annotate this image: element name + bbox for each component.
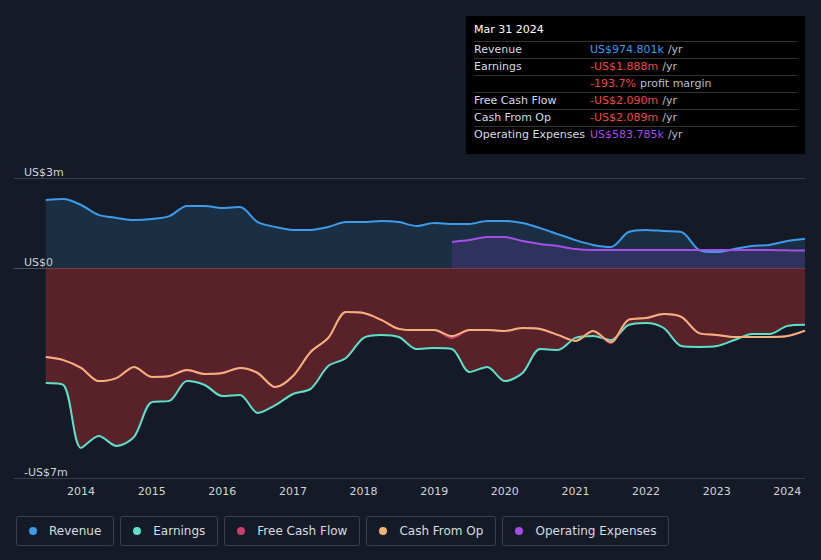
svg-text:2014: 2014 bbox=[67, 485, 95, 498]
html-text:US$583.785k /yr: US$583.785k /yr bbox=[590, 128, 683, 141]
html-text:-US$2.089m /yr: -US$2.089m /yr bbox=[590, 111, 677, 124]
svg-text:2022: 2022 bbox=[632, 485, 660, 498]
svg-text:US$3m: US$3m bbox=[24, 166, 64, 179]
html-text:Revenue: Revenue bbox=[49, 524, 102, 538]
svg-text:2018: 2018 bbox=[350, 485, 378, 498]
svg-text:2020: 2020 bbox=[491, 485, 519, 498]
html-text:Free Cash Flow: Free Cash Flow bbox=[257, 524, 348, 538]
html-text:Earnings: Earnings bbox=[474, 60, 522, 73]
html-text:Operating Expenses: Operating Expenses bbox=[535, 524, 657, 538]
svg-text:2023: 2023 bbox=[703, 485, 731, 498]
html-text:US$974.801k /yr: US$974.801k /yr bbox=[590, 43, 683, 56]
html-text:Free Cash Flow: Free Cash Flow bbox=[474, 94, 557, 107]
html-text:-193.7% profit margin: -193.7% profit margin bbox=[590, 77, 712, 90]
html-text:Cash From Op: Cash From Op bbox=[399, 524, 484, 538]
html-text:Earnings: Earnings bbox=[153, 524, 206, 538]
html-text:-US$1.888m /yr: -US$1.888m /yr bbox=[590, 60, 677, 73]
svg-text:-US$7m: -US$7m bbox=[24, 466, 68, 479]
svg-text:2016: 2016 bbox=[208, 485, 236, 498]
svg-text:2019: 2019 bbox=[420, 485, 448, 498]
svg-text:2021: 2021 bbox=[561, 485, 589, 498]
svg-text:2017: 2017 bbox=[279, 485, 307, 498]
svg-text:2024: 2024 bbox=[773, 485, 801, 498]
svg-text:US$0: US$0 bbox=[24, 256, 53, 269]
svg-text:2015: 2015 bbox=[138, 485, 166, 498]
html-text:Cash From Op: Cash From Op bbox=[474, 111, 551, 124]
html-text:Revenue: Revenue bbox=[474, 43, 522, 56]
html-text:Operating Expenses: Operating Expenses bbox=[474, 128, 585, 141]
html-text:-US$2.090m /yr: -US$2.090m /yr bbox=[590, 94, 677, 107]
html-text:Mar 31 2024: Mar 31 2024 bbox=[474, 23, 544, 36]
